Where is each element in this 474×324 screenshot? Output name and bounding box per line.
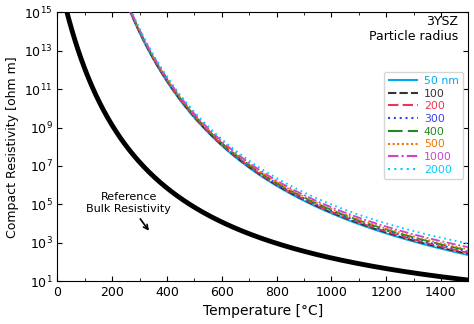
Legend: 50 nm, 100, 200, 300, 400, 500, 1000, 2000: 50 nm, 100, 200, 300, 400, 500, 1000, 20… xyxy=(384,72,463,179)
Y-axis label: Compact Resistivity [ohm m]: Compact Resistivity [ohm m] xyxy=(6,56,18,237)
Text: 3YSZ
Particle radius: 3YSZ Particle radius xyxy=(369,15,458,43)
Text: Reference
Bulk Resistivity: Reference Bulk Resistivity xyxy=(86,192,171,229)
X-axis label: Temperature [°C]: Temperature [°C] xyxy=(203,305,323,318)
